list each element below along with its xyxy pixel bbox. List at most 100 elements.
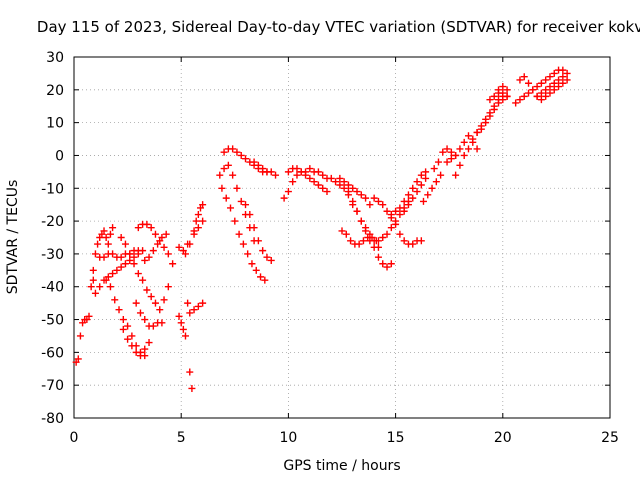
data-point-arc-ag-2	[409, 194, 417, 202]
data-point-arc-x-8	[319, 184, 327, 192]
data-point-arc-i-6	[158, 319, 166, 327]
data-point-arc-ai-1	[434, 158, 442, 166]
data-point-arc-aq-0	[516, 76, 524, 84]
data-point-arc-c-8	[106, 230, 114, 238]
data-point-arc-e-5	[117, 253, 125, 261]
data-point-arc-ap-1	[516, 96, 524, 104]
data-point-arc-g-6	[145, 339, 153, 347]
data-point-arc-w-3	[293, 171, 301, 179]
data-point-arc-j-8	[169, 260, 177, 268]
data-point-arc-ap-8	[546, 73, 554, 81]
data-point-arc-b-1	[85, 312, 93, 320]
data-point-arc-ap-3	[525, 89, 533, 97]
data-point-arc-s-5	[239, 240, 247, 248]
data-point-arc-af-3	[400, 197, 408, 205]
data-point-arc-aq-11	[563, 76, 571, 84]
data-point-arc-z-2	[344, 181, 352, 189]
data-point-arc-am-3	[486, 112, 494, 120]
data-point-arc-c-6	[102, 234, 110, 241]
data-point-arc-l-1	[177, 319, 185, 327]
data-point-arc-p-1	[190, 306, 198, 314]
data-point-arc-f-0	[102, 276, 110, 284]
data-point-arc-x-5	[306, 174, 314, 182]
data-point-arc-aq-1	[520, 73, 528, 81]
data-point-arc-s-4	[235, 230, 243, 238]
data-point-arc-aq-8	[550, 86, 558, 94]
data-point-arc-ac-5	[359, 237, 367, 245]
data-point-arc-o-4	[199, 217, 207, 225]
x-tick-label: 25	[601, 430, 619, 446]
data-point-arc-ab-2	[357, 217, 365, 225]
data-point-arc-am-1	[477, 125, 485, 133]
data-point-arc-ae-3	[387, 224, 395, 232]
data-point-arc-y-5	[327, 174, 335, 182]
data-point-arc-ah-1	[424, 191, 432, 199]
data-point-arc-ar-3	[546, 83, 554, 91]
data-point-arc-ab-3	[362, 224, 370, 232]
data-point-arc-am-4	[490, 106, 498, 114]
data-point-arc-am-5	[495, 99, 503, 107]
data-point-arc-g-3	[132, 348, 140, 356]
data-point-arc-ak-2	[460, 151, 468, 159]
y-tick-label: -20	[41, 214, 64, 230]
x-axis: 0 5 10 15 20 25	[70, 57, 619, 446]
data-point-arc-an-3	[499, 89, 507, 97]
data-point-arc-h-9	[156, 306, 164, 314]
data-point-arc-ad-2	[379, 201, 387, 209]
data-point-arc-ad-0	[370, 194, 378, 202]
data-point-arc-t-6	[267, 256, 275, 264]
data-point-arc-ab-1	[353, 207, 361, 215]
data-point-arc-k-5	[162, 230, 170, 238]
data-point-arc-g-4	[136, 352, 144, 360]
data-point-arc-q-4	[199, 201, 207, 209]
data-point-arc-t-0	[242, 201, 250, 209]
data-point-arc-z-7	[366, 201, 374, 209]
data-point-arc-g-2	[128, 342, 136, 350]
data-point-arc-ak-3	[464, 145, 472, 153]
data-point-arc-l-2	[179, 325, 187, 333]
data-point-arc-j-4	[151, 230, 159, 238]
data-point-arc-u-2	[229, 145, 237, 153]
data-point-arc-y-8	[340, 184, 348, 192]
y-tick-label: 0	[55, 148, 64, 164]
data-point-arc-t-2	[250, 224, 258, 232]
data-point-arc-k-4	[158, 234, 166, 241]
data-point-arc-ag-1	[404, 201, 412, 209]
data-point-arc-af-4	[404, 191, 412, 199]
data-point-arc-ai-3	[443, 145, 451, 153]
data-point-arc-ai-4	[447, 148, 455, 156]
data-point-arc-y-0	[306, 165, 314, 173]
data-point-arc-ah-2	[428, 184, 436, 192]
data-point-arc-e-1	[100, 253, 108, 261]
data-point-arc-f-4	[119, 316, 127, 324]
data-point-arc-e-3	[109, 250, 117, 258]
data-point-arc-ab-6	[374, 243, 382, 251]
x-tick-label: 10	[279, 430, 297, 446]
data-point-arc-s-7	[248, 260, 256, 268]
data-point-arc-h-3	[130, 260, 138, 268]
data-point-arc-h-4	[134, 270, 142, 278]
data-point-arc-ac-0	[338, 227, 346, 235]
data-point-arc-r-0	[216, 171, 224, 179]
data-point-arc-i-1	[136, 309, 144, 317]
data-point-arc-i-0	[132, 299, 140, 307]
y-tick-label: -50	[41, 313, 64, 329]
data-point-arc-aq-10	[559, 79, 567, 87]
data-point-arc-n-1	[186, 368, 194, 376]
data-point-arc-aa-8	[379, 260, 387, 268]
data-point-arc-ao-0	[495, 86, 503, 94]
y-tick-label: -80	[41, 411, 64, 427]
data-point-arc-a-2	[76, 332, 84, 340]
data-point-arc-t-3	[254, 237, 262, 245]
x-tick-label: 0	[70, 430, 79, 446]
data-point-arc-t-1	[246, 211, 254, 219]
data-point-arc-r-5	[237, 197, 245, 205]
data-point-arc-h-0	[117, 234, 125, 241]
data-point-arc-s-9	[257, 273, 265, 281]
data-point-arc-r-3	[229, 171, 237, 179]
data-point-arc-u-5	[242, 155, 250, 163]
data-point-arc-y-6	[332, 178, 340, 186]
data-point-arc-v-1	[254, 161, 262, 169]
data-point-arc-ab-0	[349, 201, 357, 209]
data-point-arc-r-1	[220, 165, 228, 173]
